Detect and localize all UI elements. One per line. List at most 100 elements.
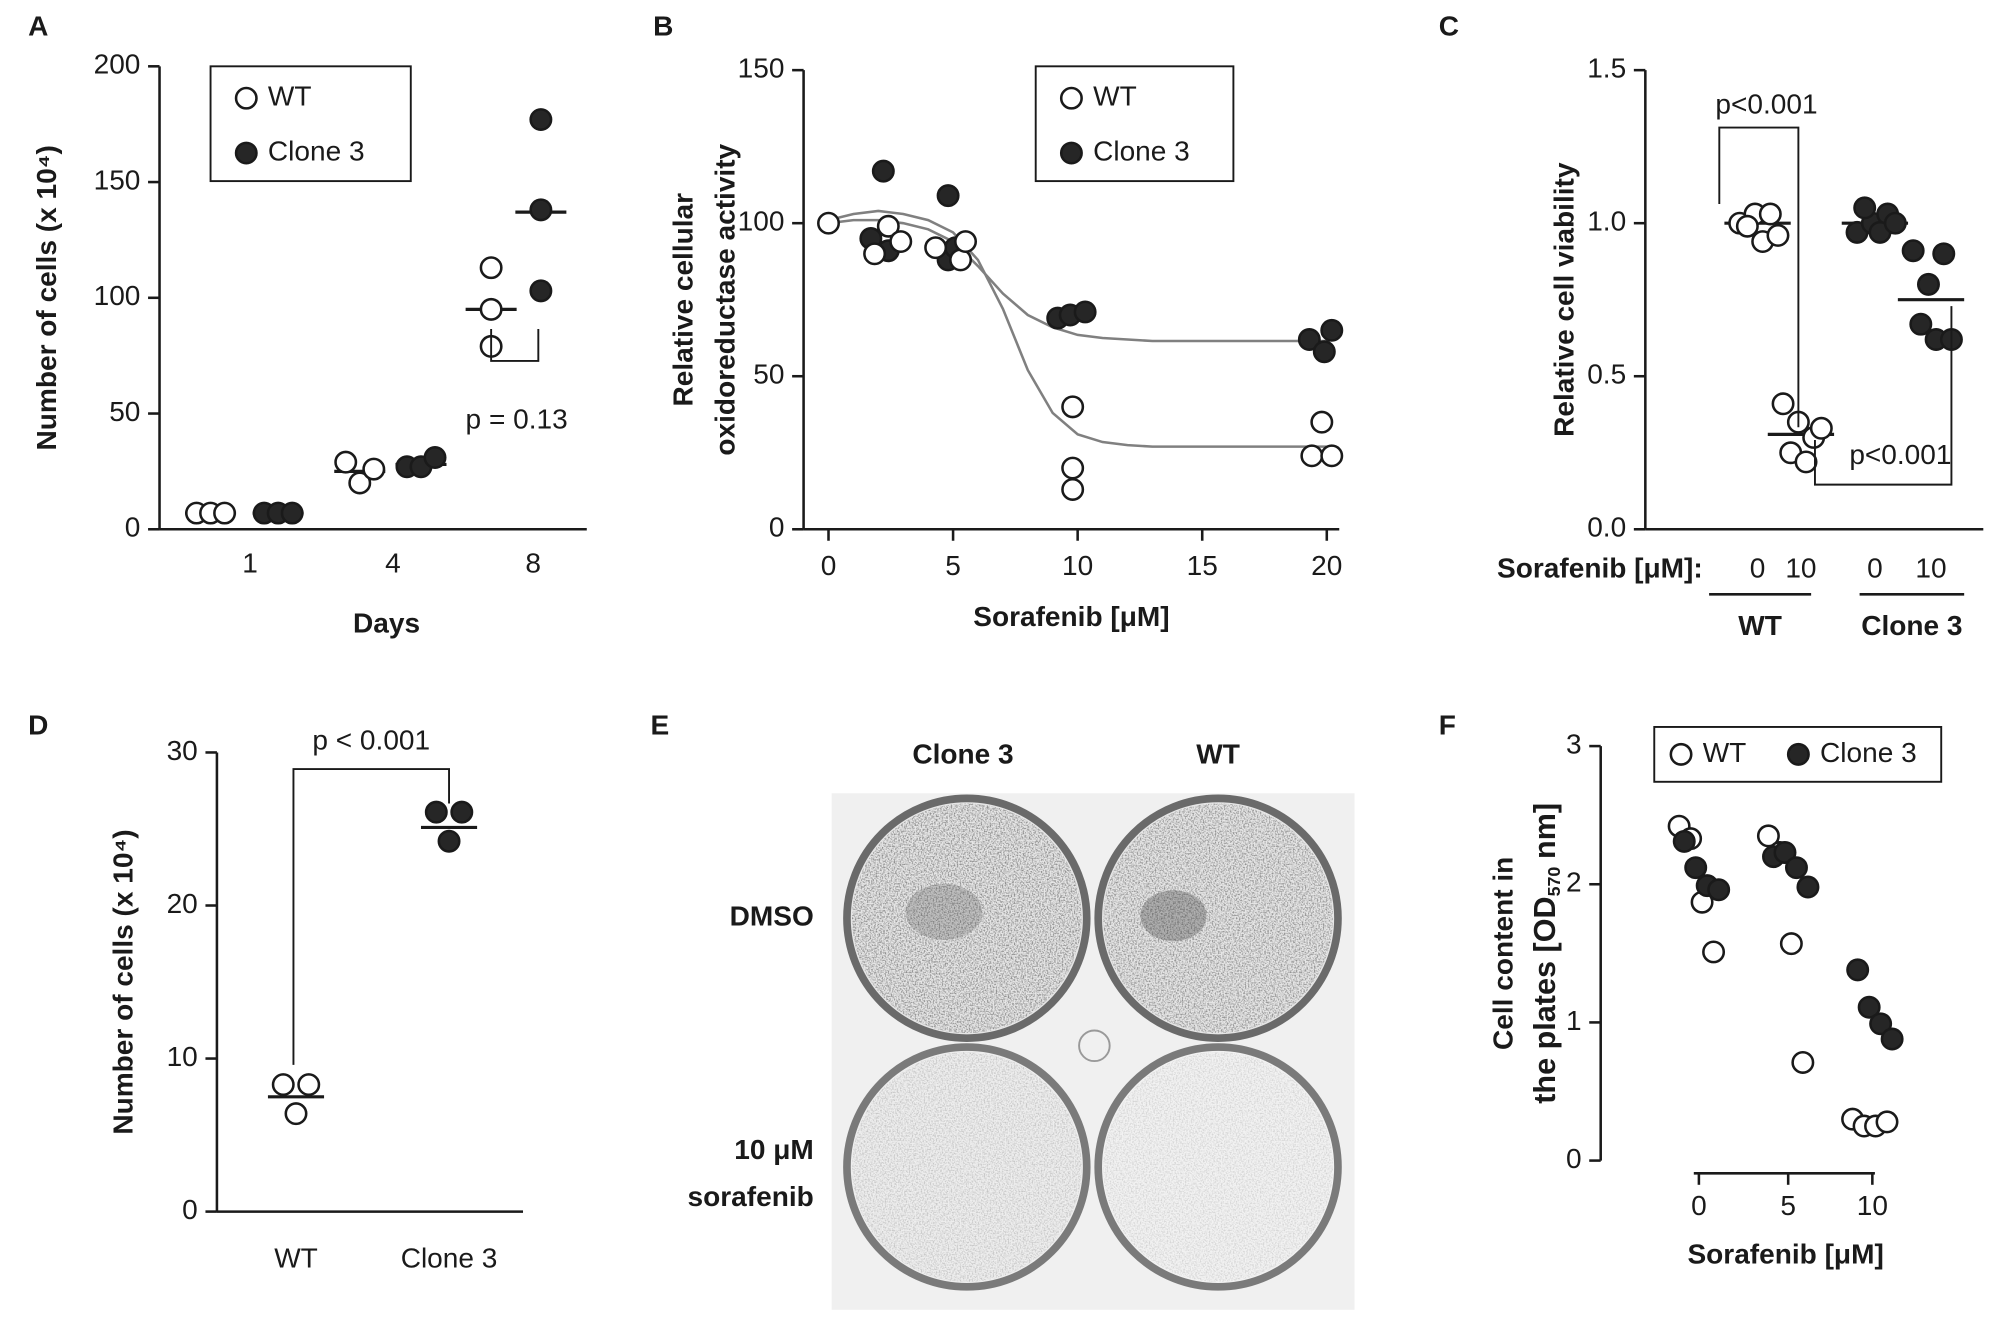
data-point xyxy=(871,159,895,183)
data-point xyxy=(1758,202,1782,226)
data-point xyxy=(284,1102,308,1126)
significance-bracket xyxy=(292,768,450,1065)
panel-label: D xyxy=(28,709,48,740)
x-tick-label: 5 xyxy=(1780,1190,1796,1221)
panel-label: B xyxy=(653,10,673,41)
data-point xyxy=(1901,239,1925,263)
data-point xyxy=(1310,410,1334,434)
x-tick-label: 0 xyxy=(1867,552,1883,583)
data-point xyxy=(529,198,553,222)
legend-marker xyxy=(1786,742,1810,766)
data-point xyxy=(1300,444,1324,468)
annotation: p<0.001 xyxy=(1715,88,1817,119)
x-tick-label: 5 xyxy=(945,550,961,581)
data-point xyxy=(213,501,237,525)
y-tick-label: 150 xyxy=(94,164,141,195)
data-point xyxy=(889,230,913,254)
data-point xyxy=(1932,242,1956,266)
x-tick-label: WT xyxy=(274,1242,318,1273)
data-point xyxy=(1073,300,1097,324)
y-axis-label: Cell content in xyxy=(1487,857,1518,1050)
data-point xyxy=(1784,856,1808,880)
x-tick-label: 10 xyxy=(1915,552,1946,583)
x-tick-label: 1 xyxy=(242,547,258,578)
data-point xyxy=(1880,1027,1904,1051)
annotation: p < 0.001 xyxy=(312,725,430,756)
data-point xyxy=(863,242,887,266)
x-tick-label: Clone 3 xyxy=(401,1242,498,1273)
data-point xyxy=(1773,840,1797,864)
y-axis-label-part: 570 xyxy=(1544,867,1564,897)
x-tick-label: 0 xyxy=(1691,1190,1707,1221)
data-point xyxy=(1297,328,1321,351)
well-cells xyxy=(852,803,1082,1034)
data-point xyxy=(1853,196,1877,220)
data-point xyxy=(1061,395,1085,419)
y-tick-label: 100 xyxy=(94,280,141,311)
wells xyxy=(843,794,1342,1291)
y-axis-label-part: nm] xyxy=(1528,803,1562,859)
legend-marker xyxy=(234,86,258,110)
legend-label: Clone 3 xyxy=(268,135,365,166)
data-point xyxy=(529,108,553,132)
y-tick-label: 1.5 xyxy=(1587,53,1626,84)
data-point xyxy=(1702,940,1726,964)
data-point xyxy=(1883,211,1907,235)
y-tick-label: 30 xyxy=(167,735,198,766)
legend-label: WT xyxy=(1703,737,1747,768)
column-label: WT xyxy=(1196,739,1240,770)
x-tick-label: 0 xyxy=(821,550,837,581)
y-tick-label: 1.0 xyxy=(1587,206,1626,237)
y-tick-label: 50 xyxy=(753,359,784,390)
significance-bracket xyxy=(1813,306,1953,486)
legend-label: Clone 3 xyxy=(1093,135,1190,166)
data-point xyxy=(1312,340,1336,364)
data-point xyxy=(479,256,503,280)
data-point xyxy=(1875,1110,1899,1134)
data-point xyxy=(450,800,474,824)
x-tick-label: 20 xyxy=(1311,550,1342,581)
y-tick-label: 20 xyxy=(167,888,198,919)
data-point xyxy=(271,1073,295,1097)
x-axis-label: Sorafenib [μM] xyxy=(1687,1239,1883,1270)
data-point xyxy=(1061,456,1085,480)
row-label: 10 μM xyxy=(734,1134,814,1165)
data-point xyxy=(924,236,948,260)
y-tick-label: 3 xyxy=(1566,728,1582,759)
significance-bracket xyxy=(490,329,540,362)
data-point xyxy=(348,471,372,495)
data-point xyxy=(423,446,447,469)
panel-label: C xyxy=(1439,10,1459,41)
legend-marker xyxy=(1059,141,1083,165)
y-axis-label: Number of cells (x 10⁴) xyxy=(31,145,62,450)
legend-marker xyxy=(234,141,258,165)
y-tick-label: 0.5 xyxy=(1587,359,1626,390)
y-tick-label: 0.0 xyxy=(1587,512,1626,543)
data-point xyxy=(424,800,448,824)
annotation: p<0.001 xyxy=(1849,439,1951,470)
colony-cluster xyxy=(905,883,983,940)
data-point xyxy=(297,1073,321,1097)
y-tick-label: 100 xyxy=(738,206,785,237)
y-tick-label: 0 xyxy=(769,512,785,543)
row-label: DMSO xyxy=(730,901,814,932)
data-point xyxy=(529,279,553,303)
annotation: p = 0.13 xyxy=(466,403,568,434)
data-point xyxy=(1779,932,1803,956)
panel-label: F xyxy=(1439,709,1456,740)
legend-marker xyxy=(1669,742,1693,766)
y-tick-label: 50 xyxy=(109,396,140,427)
data-point xyxy=(362,457,386,481)
x-tick-label: 10 xyxy=(1062,550,1093,581)
data-point xyxy=(876,214,900,238)
y-tick-label: 1 xyxy=(1566,1005,1582,1036)
y-tick-label: 2 xyxy=(1566,867,1582,898)
y-axis-label: Relative cell viability xyxy=(1549,162,1580,437)
legend-label: WT xyxy=(268,81,312,112)
x-axis-label: Sorafenib [μM] xyxy=(973,601,1169,632)
x-tick-label: 10 xyxy=(1857,1190,1888,1221)
y-tick-label: 0 xyxy=(125,512,141,543)
data-point xyxy=(936,184,960,208)
y-tick-label: 150 xyxy=(738,53,785,84)
data-point xyxy=(1320,444,1344,468)
